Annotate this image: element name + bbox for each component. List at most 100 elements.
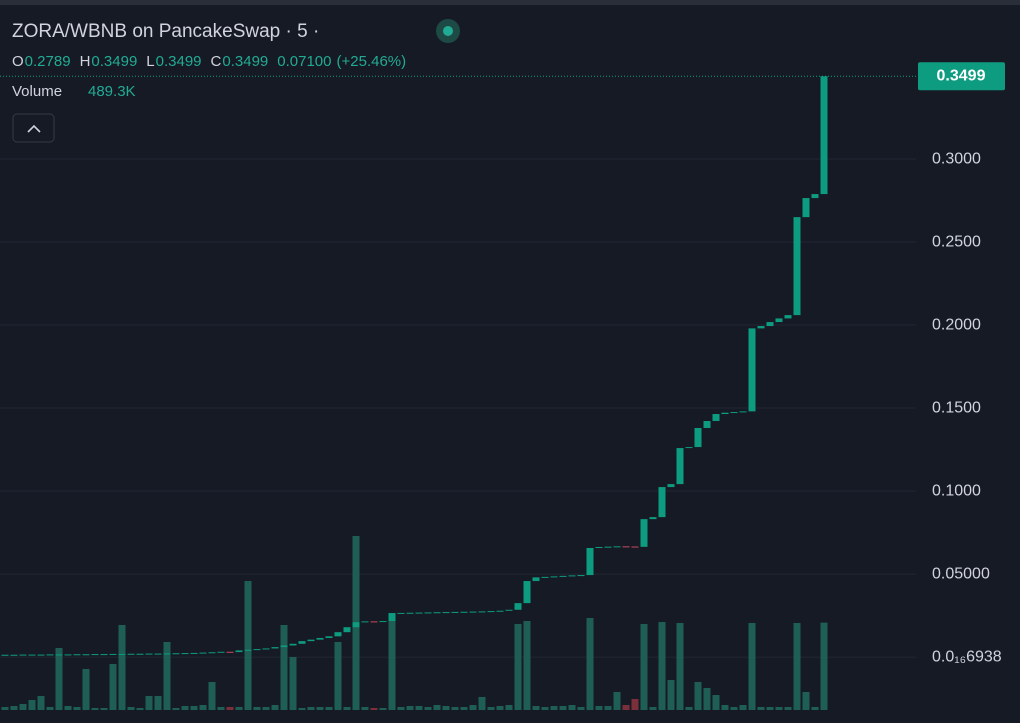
candle-body <box>163 653 171 655</box>
volume-bar <box>505 705 513 710</box>
candle-body <box>19 654 27 656</box>
volume-bar <box>739 705 747 710</box>
ohlc-value: 0.3499 <box>222 53 268 70</box>
volume-bar <box>397 707 405 710</box>
candle-body <box>127 653 135 655</box>
volume-bar <box>307 707 315 710</box>
volume-bar <box>100 708 108 710</box>
ohlc-key: O <box>12 53 24 70</box>
candle-body <box>136 653 144 655</box>
candle-body <box>514 603 522 610</box>
candle-body <box>613 546 621 548</box>
volume-bar <box>91 708 99 710</box>
y-tick-label: 0.2500 <box>932 233 981 250</box>
candle-body <box>577 575 585 577</box>
candle-body <box>676 448 684 485</box>
volume-bar <box>757 707 765 710</box>
volume-bar <box>82 669 90 710</box>
volume-bar <box>577 707 585 710</box>
volume-bar <box>784 707 792 710</box>
candle-body <box>595 547 603 549</box>
volume-bar <box>586 618 594 710</box>
candle-body <box>316 637 324 640</box>
candle-body <box>100 654 108 656</box>
volume-bar <box>271 705 279 710</box>
volume-bar <box>523 621 531 710</box>
candle-body <box>307 639 315 642</box>
volume-bar <box>532 706 540 710</box>
ohlc-key: H <box>80 53 91 70</box>
candle-body <box>640 519 648 547</box>
volume-bar <box>28 700 36 710</box>
candle-body <box>289 643 297 646</box>
candle-body <box>811 194 819 199</box>
y-tick-label: 0.2000 <box>932 316 981 333</box>
candle-body <box>424 612 432 614</box>
volume-bar <box>46 707 54 710</box>
volume-bar <box>118 625 126 710</box>
volume-bar <box>496 706 504 710</box>
volume-bar <box>10 706 18 710</box>
candle-body <box>46 654 54 656</box>
ohlc-value: 0.2789 <box>25 53 71 70</box>
candle-body <box>658 487 666 518</box>
candle-body <box>532 577 540 582</box>
volume-bar <box>451 707 459 710</box>
volume-bar <box>235 707 243 710</box>
volume-bar <box>541 707 549 710</box>
volume-bar <box>433 705 441 710</box>
volume-bar <box>640 624 648 710</box>
volume-bar <box>55 648 63 710</box>
volume-bar <box>172 708 180 710</box>
candle-body <box>442 612 450 614</box>
candle-body <box>775 318 783 323</box>
candle-body <box>622 546 630 548</box>
volume-bar <box>388 613 396 710</box>
grid <box>0 158 916 658</box>
candle-body <box>739 411 747 413</box>
volume-bar <box>1 707 9 710</box>
ohlc-value: 0.3499 <box>156 53 202 70</box>
volume-bar <box>181 706 189 710</box>
y-tick-label: 0.1000 <box>932 482 981 499</box>
volume-bar <box>775 707 783 710</box>
volume-bar <box>415 706 423 710</box>
volume-bar <box>109 664 117 710</box>
price-axis: 0.0₁₆6938 0.05000 0.1000 0.1500 0.2000 0.2500… <box>932 150 1002 665</box>
volume-bar <box>217 707 225 710</box>
volume-bar <box>550 706 558 710</box>
volume-bar <box>424 707 432 710</box>
volume-bar <box>820 622 828 710</box>
candles <box>1 76 828 656</box>
candle-body <box>478 611 486 613</box>
volume-bar <box>298 708 306 710</box>
candle-body <box>172 653 180 655</box>
candle-body <box>541 576 549 578</box>
candle-body <box>802 198 810 218</box>
last-price-label: 0.3499 <box>937 67 986 84</box>
ohlc-value: 0.3499 <box>91 53 137 70</box>
candle-body <box>397 612 405 614</box>
candle-body <box>703 421 711 428</box>
candle-body <box>217 651 225 653</box>
volume-bar <box>226 707 234 710</box>
candle-body <box>64 654 72 656</box>
candle-body <box>487 611 495 613</box>
candle-body <box>505 609 513 611</box>
volume-bar <box>622 705 630 710</box>
candle-body <box>496 610 504 612</box>
candle-body <box>757 326 765 329</box>
chart-title: ZORA/WBNB on PancakeSwap · 5 · <box>12 21 319 42</box>
volume-bar <box>379 708 387 710</box>
candle-body <box>361 621 369 623</box>
volume-bar <box>631 699 639 710</box>
y-tick-label: 0.05000 <box>932 565 990 582</box>
volume-bar <box>712 695 720 710</box>
candle-body <box>685 447 693 449</box>
collapse-button[interactable] <box>12 113 55 143</box>
volume-bar <box>244 581 252 710</box>
last-price-box <box>918 62 1005 91</box>
candle-body <box>334 632 342 637</box>
candle-body <box>82 654 90 656</box>
